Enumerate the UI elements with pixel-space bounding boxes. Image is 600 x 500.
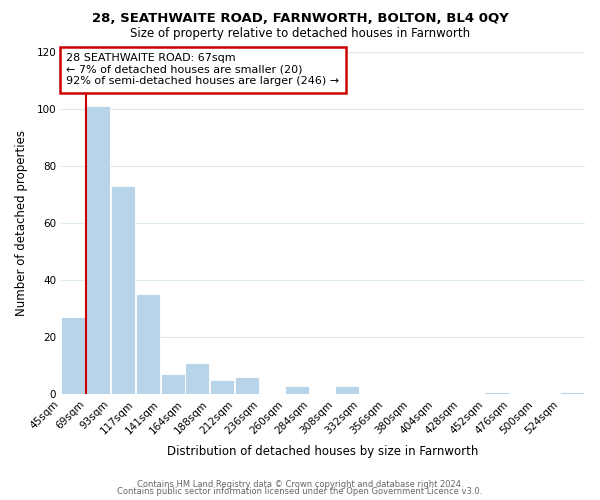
X-axis label: Distribution of detached houses by size in Farnworth: Distribution of detached houses by size … xyxy=(167,444,479,458)
Bar xyxy=(485,392,509,394)
Text: Contains HM Land Registry data © Crown copyright and database right 2024.: Contains HM Land Registry data © Crown c… xyxy=(137,480,463,489)
Y-axis label: Number of detached properties: Number of detached properties xyxy=(15,130,28,316)
Bar xyxy=(136,294,160,394)
Bar xyxy=(285,386,309,394)
Bar xyxy=(161,374,185,394)
Bar xyxy=(235,378,259,394)
Bar xyxy=(86,106,110,395)
Bar xyxy=(185,363,209,394)
Bar xyxy=(210,380,234,394)
Bar xyxy=(335,386,359,394)
Bar xyxy=(560,392,584,394)
Bar xyxy=(111,186,135,394)
Text: 28, SEATHWAITE ROAD, FARNWORTH, BOLTON, BL4 0QY: 28, SEATHWAITE ROAD, FARNWORTH, BOLTON, … xyxy=(92,12,508,26)
Text: 28 SEATHWAITE ROAD: 67sqm
← 7% of detached houses are smaller (20)
92% of semi-d: 28 SEATHWAITE ROAD: 67sqm ← 7% of detach… xyxy=(66,53,340,86)
Text: Contains public sector information licensed under the Open Government Licence v3: Contains public sector information licen… xyxy=(118,487,482,496)
Bar xyxy=(61,318,85,394)
Text: Size of property relative to detached houses in Farnworth: Size of property relative to detached ho… xyxy=(130,28,470,40)
